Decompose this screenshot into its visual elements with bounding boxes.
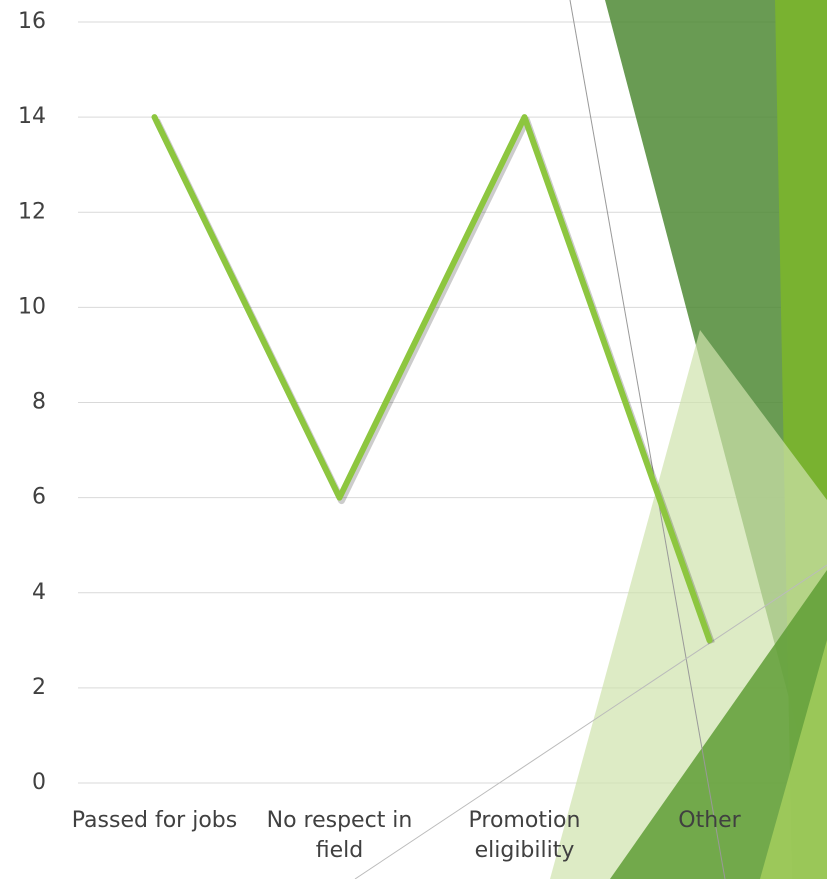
x-tick-label: Passed for jobs [71,808,238,833]
plot: 0 2 4 6 8 10 12 14 16 [18,9,715,795]
y-tick-label: 12 [18,199,46,224]
line-shadow [153,116,715,645]
x-tick-label: Promotion eligibility [468,808,581,863]
y-tick-label: 16 [18,9,46,34]
y-tick-label: 8 [32,390,46,415]
y-tick-label: 0 [32,770,46,795]
shape [610,570,827,879]
data-line [151,114,713,644]
x-tick-label: Other [678,808,741,833]
y-tick-label: 4 [32,580,46,605]
deco-line [569,0,726,879]
y-tick-label: 2 [32,675,46,700]
decoration [354,0,827,879]
deco-line [354,564,827,879]
y-tick-label: 14 [18,104,46,129]
x-tick-label: No respect in field [266,808,413,863]
y-tick-label: 10 [18,294,46,319]
y-tick-label: 6 [32,485,46,510]
shape [760,640,827,879]
